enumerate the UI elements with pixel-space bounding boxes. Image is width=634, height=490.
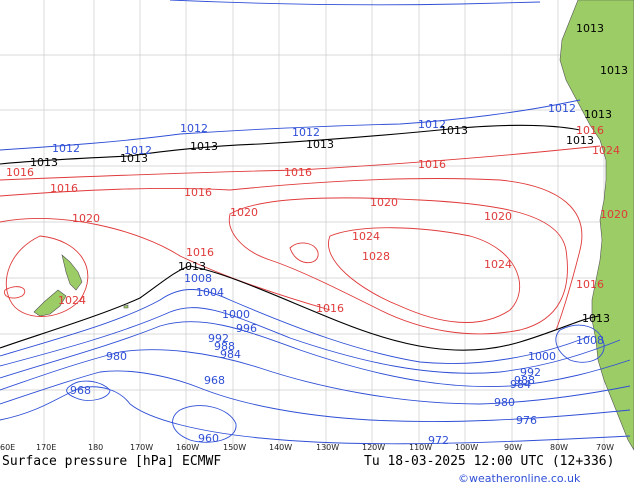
- isobar-label: 968: [70, 384, 91, 397]
- isobar-label: 968: [204, 374, 225, 387]
- high-pressure-labels: 1016 1016 1016 1016 1016 1016 1020 1020 …: [6, 124, 628, 315]
- isobar-label: 1013: [120, 152, 148, 165]
- reference-labels: 1013 1013 1013 1013 1013 1013 1013 1013 …: [30, 22, 628, 325]
- isobar-label: 1028: [362, 250, 390, 263]
- isobar-label: 1016: [50, 182, 78, 195]
- isobar-label: 1012: [124, 144, 152, 157]
- isobar-label: 1020: [230, 206, 258, 219]
- low-pressure-labels: 1012 1012 1012 1012 1012 1008 1004 1000 …: [52, 102, 604, 447]
- isobar-label: 1012: [292, 126, 320, 139]
- lon-tick: 60E: [0, 443, 15, 452]
- isobar-label: 1012: [52, 142, 80, 155]
- isobar-label: 1013: [582, 312, 610, 325]
- isobar-label: 1013: [306, 138, 334, 151]
- isobar-label: 980: [494, 396, 515, 409]
- isobar-label: 1013: [576, 22, 604, 35]
- isobar-label: 1016: [6, 166, 34, 179]
- lon-tick: 100W: [455, 443, 478, 452]
- lon-tick: 180: [88, 443, 103, 452]
- isobar-label: 1024: [58, 294, 86, 307]
- isobar-label: 1016: [186, 246, 214, 259]
- reference-isobars: [0, 124, 601, 351]
- lon-tick: 160W: [176, 443, 199, 452]
- isobar-label: 1020: [72, 212, 100, 225]
- isobar-label: 1013: [584, 108, 612, 121]
- isobar-label: 1016: [284, 166, 312, 179]
- lon-tick: 80W: [550, 443, 568, 452]
- isobar-label: 976: [516, 414, 537, 427]
- isobar-label: 1020: [484, 210, 512, 223]
- map-title: Surface pressure [hPa] ECMWF: [2, 454, 222, 469]
- isobar-label: 1020: [370, 196, 398, 209]
- isobar-label: 988: [214, 340, 235, 353]
- isobar-label: 984: [220, 348, 241, 361]
- lon-tick: 130W: [316, 443, 339, 452]
- isobar-label: 1000: [222, 308, 250, 321]
- isobar-label: 1024: [484, 258, 512, 271]
- land-masses: [33, 0, 634, 451]
- high-pressure-isobars: [0, 145, 601, 335]
- south-america-land: [559, 0, 634, 451]
- valid-time: Tu 18-03-2025 12:00 UTC (12+336): [364, 454, 615, 469]
- lon-tick: 90W: [504, 443, 522, 452]
- isobar-label: 1012: [418, 118, 446, 131]
- isobar-label: 1008: [184, 272, 212, 285]
- credit-link[interactable]: ©weatheronline.co.uk: [458, 472, 581, 485]
- isobar-label: 996: [236, 322, 257, 335]
- isobar-label: 1016: [576, 278, 604, 291]
- longitude-axis: 60E 170E 180 170W 160W 150W 140W 130W 12…: [0, 443, 614, 452]
- lon-tick: 140W: [269, 443, 292, 452]
- isobar-label: 1016: [184, 186, 212, 199]
- isobar-label: 1016: [418, 158, 446, 171]
- new-zealand-south-land: [33, 289, 67, 317]
- lon-tick: 170W: [130, 443, 153, 452]
- isobar-label: 1000: [528, 350, 556, 363]
- chatham-islands: [123, 304, 129, 309]
- lon-tick: 70W: [596, 443, 614, 452]
- isobar-label: 1013: [566, 134, 594, 147]
- isobar-label: 1008: [576, 334, 604, 347]
- isobar-label: 1013: [190, 140, 218, 153]
- isobar-label: 1012: [548, 102, 576, 115]
- isobar-label: 1016: [316, 302, 344, 315]
- isobar-label: 1024: [592, 144, 620, 157]
- isobar-label: 1013: [178, 260, 206, 273]
- isobar-label: 984: [510, 378, 531, 391]
- isobar-label: 992: [208, 332, 229, 345]
- isobar-label: 980: [106, 350, 127, 363]
- new-zealand-north-land: [61, 254, 83, 291]
- isobar-label: 1012: [180, 122, 208, 135]
- isobar-label: 1004: [196, 286, 224, 299]
- lon-tick: 110W: [409, 443, 432, 452]
- lon-tick: 170E: [36, 443, 56, 452]
- isobar-label: 1020: [600, 208, 628, 221]
- lon-tick: 150W: [223, 443, 246, 452]
- isobar-label: 988: [514, 374, 535, 387]
- lon-tick: 120W: [362, 443, 385, 452]
- low-pressure-isobars: [0, 0, 631, 445]
- isobar-label: 992: [520, 366, 541, 379]
- isobar-label: 1013: [600, 64, 628, 77]
- isobar-label: 1016: [576, 124, 604, 137]
- isobar-label: 1013: [440, 124, 468, 137]
- isobar-label: 960: [198, 432, 219, 445]
- isobar-label: 1013: [30, 156, 58, 169]
- isobar-label: 972: [428, 434, 449, 447]
- isobar-label: 1024: [352, 230, 380, 243]
